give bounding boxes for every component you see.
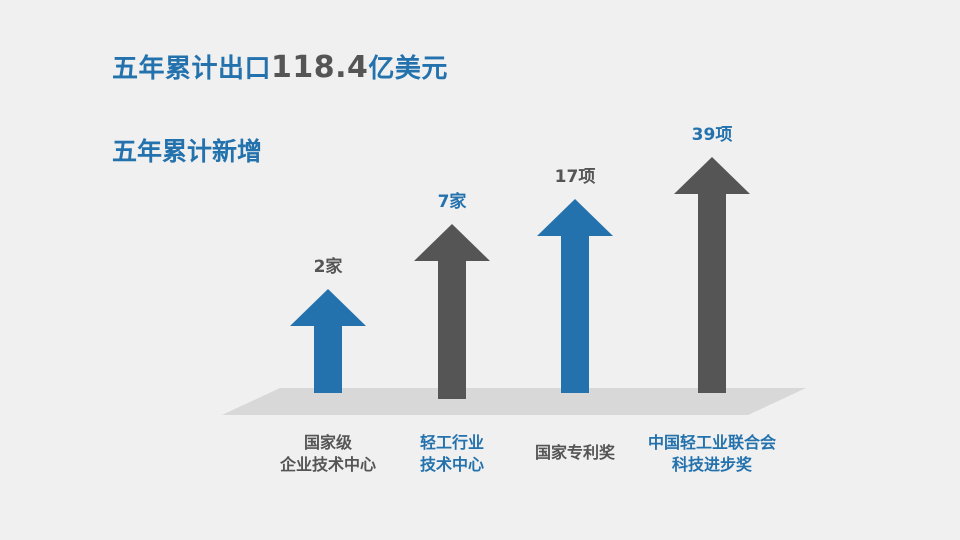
headline-suffix: 亿美元 <box>368 54 448 84</box>
value-label-4: 39项 <box>691 125 733 145</box>
category-label-line: 国家专利奖 <box>534 443 616 462</box>
arrow-4 <box>674 157 750 393</box>
category-label-4: 中国轻工业联合会 科技进步奖 <box>648 432 776 476</box>
value-label-3: 17项 <box>554 167 596 187</box>
category-label-1: 国家级 企业技术中心 <box>280 432 376 476</box>
category-label-line: 科技进步奖 <box>671 455 753 474</box>
category-label-line: 企业技术中心 <box>279 455 377 474</box>
headline-prefix: 五年累计出口 <box>112 54 272 84</box>
arrow-1 <box>290 289 366 393</box>
arrow-3 <box>537 199 613 393</box>
value-label-1: 2家 <box>313 257 343 277</box>
platform <box>222 388 806 415</box>
arrow-2 <box>414 224 490 399</box>
category-label-2: 轻工行业 技术中心 <box>420 432 484 476</box>
category-label-line: 中国轻工业联合会 <box>647 433 777 452</box>
category-label-line: 国家级 <box>303 433 353 452</box>
headline-amount: 118.4 <box>271 50 369 85</box>
headline: 五年累计出口118.4亿美元 <box>112 48 448 85</box>
value-label-2: 7家 <box>437 192 467 212</box>
category-label-line: 技术中心 <box>419 455 485 474</box>
category-label-line: 轻工行业 <box>419 433 485 452</box>
subheading: 五年累计新增 <box>112 137 263 166</box>
category-label-3: 国家专利奖 <box>535 442 615 464</box>
